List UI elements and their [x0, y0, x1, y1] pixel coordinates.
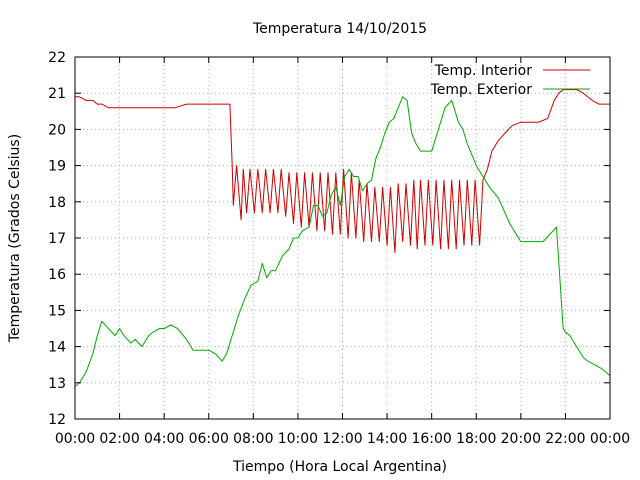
x-tick-label: 04:00 [144, 431, 184, 447]
x-tick-label: 02:00 [99, 431, 139, 447]
chart-title: Temperatura 14/10/2015 [252, 21, 427, 37]
grid [75, 57, 610, 419]
x-tick-label: 22:00 [545, 431, 585, 447]
x-axis-label: Tiempo (Hora Local Argentina) [232, 459, 447, 475]
x-tick-label: 08:00 [233, 431, 273, 447]
y-axis-label: Temperatura (Grados Celsius) [7, 134, 23, 343]
y-tick-label: 21 [48, 86, 66, 102]
series-line-exterior [74, 96, 611, 387]
legend-label: Temp. Interior [434, 63, 533, 79]
y-tick-label: 22 [48, 50, 66, 66]
y-tick-label: 17 [48, 231, 66, 247]
x-tick-label: 06:00 [189, 431, 229, 447]
x-tick-label: 10:00 [278, 431, 318, 447]
y-tick-label: 20 [48, 122, 66, 138]
x-tick-label: 00:00 [55, 431, 95, 447]
y-tick-label: 14 [48, 340, 66, 356]
y-tick-label: 13 [48, 376, 66, 392]
x-tick-label: 14:00 [367, 431, 407, 447]
y-tick-label: 18 [48, 195, 66, 211]
legend-label: Temp. Exterior [430, 82, 533, 98]
x-tick-label: 00:00 [590, 431, 630, 447]
series-layer [74, 89, 611, 387]
y-tick-label: 16 [48, 267, 66, 283]
series-line-interior [75, 89, 610, 253]
y-tick-label: 15 [48, 303, 66, 319]
x-tick-label: 18:00 [456, 431, 496, 447]
x-tick-label: 20:00 [501, 431, 541, 447]
y-tick-label: 12 [48, 412, 66, 428]
x-tick-label: 12:00 [322, 431, 362, 447]
x-tick-label: 16:00 [411, 431, 451, 447]
y-tick-label: 19 [48, 159, 66, 175]
legend: Temp. Interior Temp. Exterior [430, 63, 590, 98]
